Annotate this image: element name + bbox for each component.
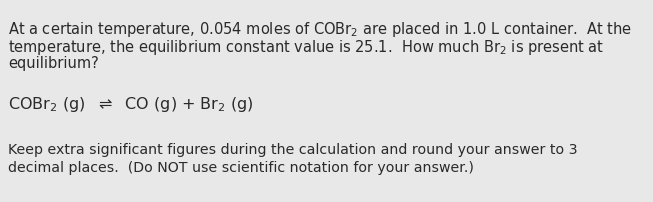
Text: temperature, the equilibrium constant value is 25.1.  How much Br$_2$ is present: temperature, the equilibrium constant va… — [8, 38, 604, 57]
Text: equilibrium?: equilibrium? — [8, 56, 99, 71]
Text: Keep extra significant figures during the calculation and round your answer to 3: Keep extra significant figures during th… — [8, 142, 577, 156]
Text: decimal places.  (Do NOT use scientific notation for your answer.): decimal places. (Do NOT use scientific n… — [8, 160, 473, 174]
Text: COBr$_2$ (g)  $\rightleftharpoons$  CO (g) + Br$_2$ (g): COBr$_2$ (g) $\rightleftharpoons$ CO (g)… — [8, 95, 253, 114]
Text: At a certain temperature, 0.054 moles of COBr$_2$ are placed in 1.0 L container.: At a certain temperature, 0.054 moles of… — [8, 20, 632, 39]
